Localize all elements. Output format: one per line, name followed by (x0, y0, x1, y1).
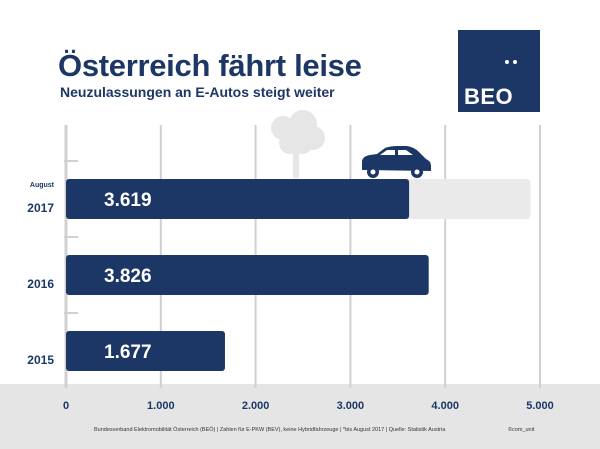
footer-band (0, 384, 600, 449)
car-icon (362, 146, 431, 178)
footer-credit: ©com_unit (508, 427, 535, 433)
bar-2016 (66, 255, 429, 295)
x-tick-label: 3.000 (337, 400, 365, 412)
bar-value-label: 1.677 (104, 342, 152, 363)
logo-dots-icon (505, 60, 517, 65)
x-tick-label: 1.000 (147, 400, 175, 412)
x-tick-label: 4.000 (431, 400, 459, 412)
footer-note: Bundesverband Elektromobilität Österreic… (94, 427, 446, 433)
category-label: 2016 (27, 277, 54, 291)
category-label: 2017 (27, 201, 54, 215)
beo-logo: BEO (458, 30, 540, 112)
bar-value-label: 3.826 (104, 266, 152, 287)
page-title: Österreich fährt leise (58, 48, 362, 83)
x-tick-label: 5.000 (526, 400, 554, 412)
bar-2017 (66, 179, 410, 219)
category-label: 2015 (27, 353, 54, 367)
bar-2015 (66, 331, 225, 371)
x-tick-label: 0 (63, 400, 69, 412)
logo-text: BEO (464, 84, 514, 109)
page-subtitle: Neuzulassungen an E-Autos steigt weiter (60, 84, 335, 100)
tree-icon (271, 110, 325, 178)
x-tick-label: 2.000 (242, 400, 270, 412)
category-sublabel: August (30, 182, 55, 189)
bar-value-label: 3.619 (104, 190, 152, 211)
